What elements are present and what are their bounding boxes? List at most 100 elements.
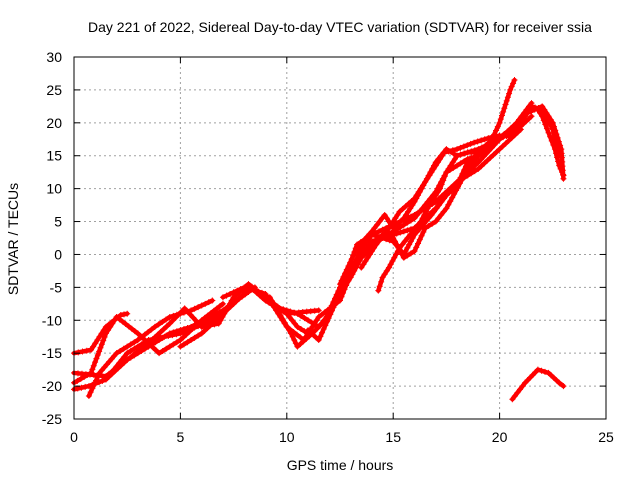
data-point-marker xyxy=(381,211,388,218)
data-point-marker xyxy=(430,208,437,215)
y-tick-label: -25 xyxy=(42,411,62,427)
data-point-marker xyxy=(333,296,340,303)
data-point-marker xyxy=(184,308,191,315)
data-point-marker xyxy=(294,343,301,350)
series-trace xyxy=(376,153,481,293)
data-point-marker xyxy=(528,113,535,120)
data-point-marker xyxy=(97,344,104,351)
data-point-marker xyxy=(399,251,406,258)
data-point-marker xyxy=(520,116,527,123)
data-point-marker xyxy=(505,137,512,144)
data-point-marker xyxy=(386,233,393,240)
data-point-marker xyxy=(152,339,159,346)
data-point-marker xyxy=(550,142,557,149)
data-point-marker xyxy=(428,169,435,176)
data-point-marker xyxy=(156,350,163,357)
data-point-marker xyxy=(430,165,437,172)
data-point-marker xyxy=(366,251,373,258)
data-point-marker xyxy=(446,166,453,173)
data-point-marker xyxy=(560,383,567,390)
data-point-marker xyxy=(277,312,284,319)
data-point-marker xyxy=(77,375,84,382)
data-point-marker xyxy=(352,264,359,271)
x-tick-label: 10 xyxy=(279,429,295,445)
data-point-marker xyxy=(280,306,287,313)
data-point-marker xyxy=(75,349,82,356)
data-point-marker xyxy=(440,195,447,202)
data-point-marker xyxy=(113,313,120,320)
data-point-marker xyxy=(501,105,508,112)
data-point-marker xyxy=(134,330,141,337)
data-point-marker xyxy=(428,211,435,218)
data-point-marker xyxy=(102,330,109,337)
data-point-marker xyxy=(102,376,109,383)
data-point-marker xyxy=(409,235,416,241)
data-point-marker xyxy=(411,215,418,222)
data-point-marker xyxy=(155,321,162,328)
data-point-marker xyxy=(368,248,375,255)
data-point-marker xyxy=(383,267,390,274)
x-tick-label: 25 xyxy=(598,429,614,445)
data-point-marker xyxy=(464,165,471,172)
data-point-marker xyxy=(154,331,161,338)
data-point-marker xyxy=(428,198,435,205)
data-point-marker xyxy=(471,139,478,146)
data-point-marker xyxy=(496,119,503,126)
data-point-marker xyxy=(453,187,460,194)
data-point-marker xyxy=(297,334,304,341)
data-point-marker xyxy=(117,347,124,354)
data-point-marker xyxy=(305,317,312,324)
data-point-marker xyxy=(371,244,378,251)
data-point-marker xyxy=(375,238,382,245)
data-point-marker xyxy=(526,106,533,113)
data-point-marker xyxy=(209,297,216,304)
data-point-marker xyxy=(475,165,482,172)
data-point-marker xyxy=(215,320,222,327)
data-point-marker xyxy=(78,384,85,391)
data-point-marker xyxy=(510,80,517,87)
data-point-marker xyxy=(258,289,265,296)
data-point-marker xyxy=(170,329,177,336)
data-point-marker xyxy=(119,318,126,325)
data-point-marker xyxy=(397,224,404,231)
data-point-marker xyxy=(338,277,345,284)
data-point-marker xyxy=(151,334,158,341)
data-point-marker xyxy=(124,356,131,363)
data-point-marker xyxy=(496,146,503,153)
data-point-marker xyxy=(471,168,478,175)
data-point-marker xyxy=(438,198,445,205)
data-point-marker xyxy=(191,305,198,312)
data-point-marker xyxy=(230,300,237,307)
data-point-marker xyxy=(230,289,237,296)
data-point-marker xyxy=(429,220,436,227)
data-point-marker xyxy=(399,241,406,248)
data-point-marker xyxy=(559,169,566,176)
data-point-marker xyxy=(555,158,562,165)
y-tick-label: -20 xyxy=(42,378,62,394)
data-point-marker xyxy=(517,119,524,126)
data-point-marker xyxy=(124,343,131,350)
data-point-marker xyxy=(348,255,355,262)
data-point-marker xyxy=(286,313,293,320)
data-point-marker xyxy=(87,389,94,396)
data-point-marker xyxy=(124,310,131,317)
data-point-marker xyxy=(475,152,482,159)
data-point-marker xyxy=(138,334,145,341)
data-point-marker xyxy=(494,123,501,130)
data-point-marker xyxy=(202,300,209,307)
data-point-marker xyxy=(392,215,399,222)
data-point-marker xyxy=(404,252,411,259)
data-point-marker xyxy=(177,337,184,344)
data-point-marker xyxy=(394,211,401,218)
data-point-marker xyxy=(439,152,446,159)
data-point-marker xyxy=(170,341,177,348)
series-arc-15 xyxy=(375,152,482,294)
data-point-marker xyxy=(166,320,173,327)
data-point-marker xyxy=(406,241,413,248)
data-point-marker xyxy=(213,316,220,323)
data-point-marker xyxy=(461,150,468,157)
data-point-marker xyxy=(419,182,426,189)
data-point-marker xyxy=(499,143,506,150)
data-point-marker xyxy=(430,195,437,202)
data-point-marker xyxy=(480,153,487,160)
